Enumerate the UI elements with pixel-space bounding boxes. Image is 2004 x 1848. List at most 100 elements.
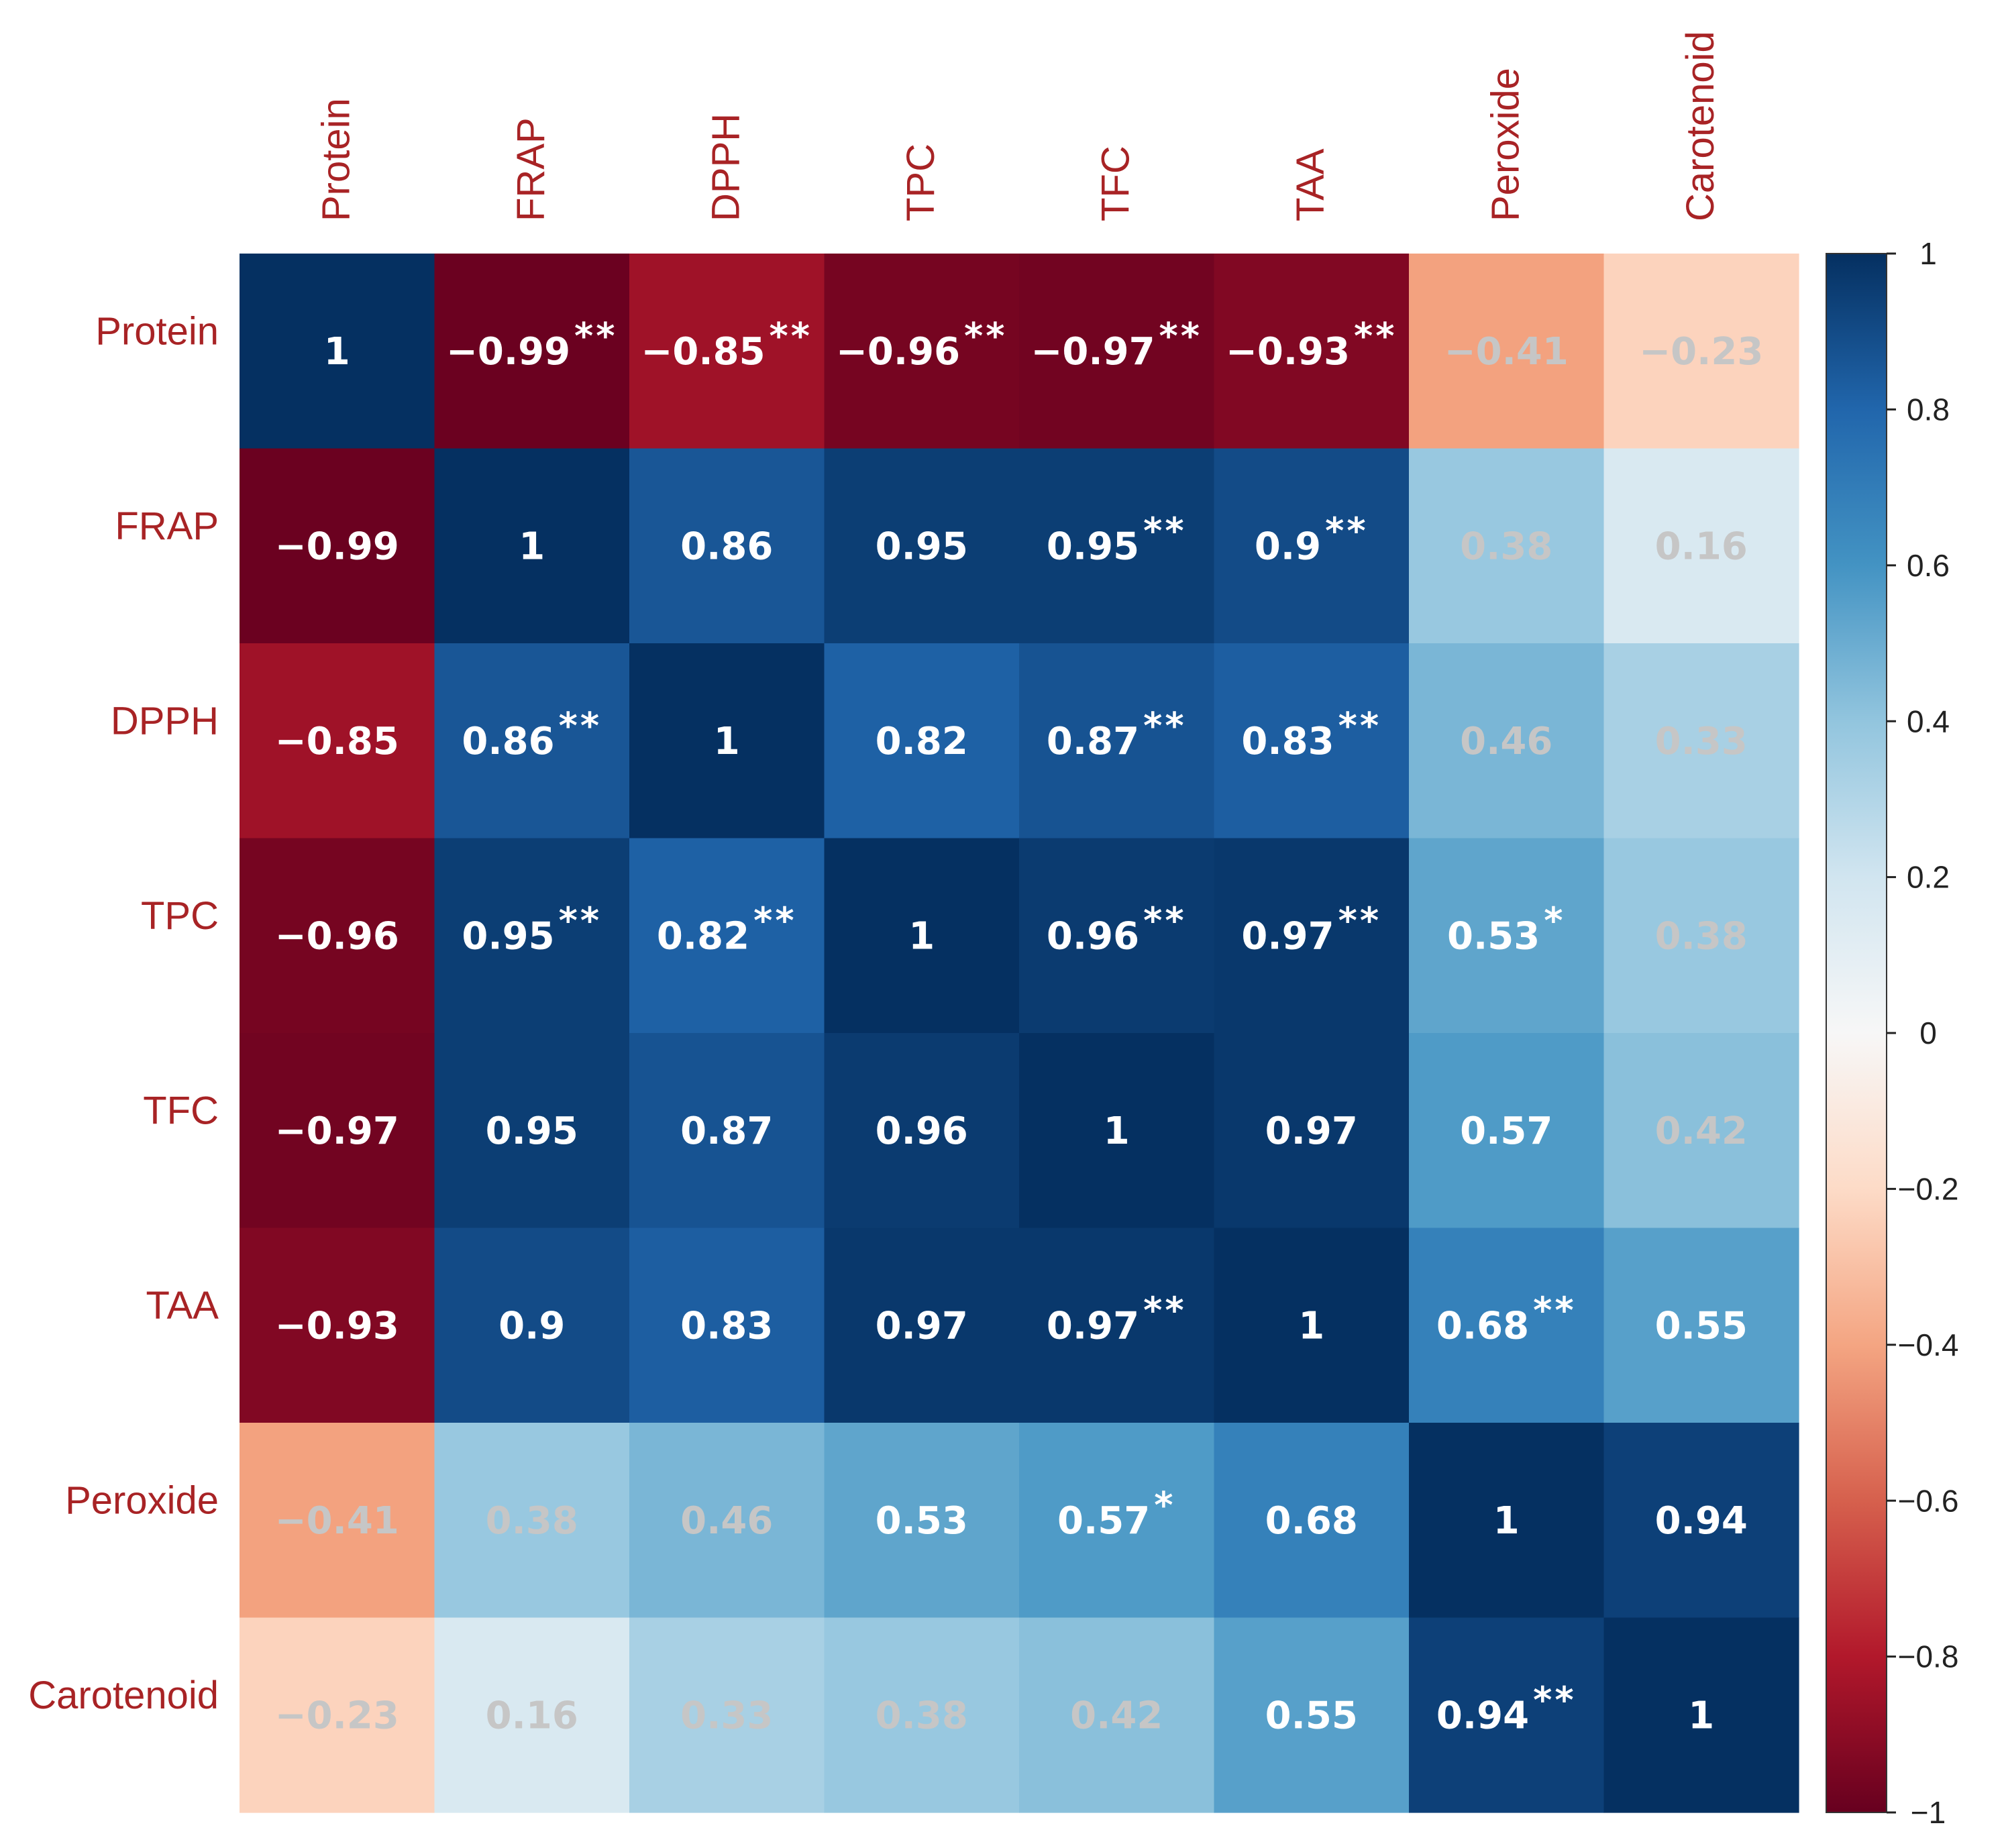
significance-stars: **	[1325, 510, 1368, 552]
colorbar-tick-label: 1	[1919, 236, 1937, 271]
heatmap-cell-dpph-peroxide	[1409, 643, 1605, 839]
cell-value-text: 1	[1493, 1499, 1520, 1543]
significance-stars: *	[1544, 900, 1565, 942]
cell-value-text: 0.86	[680, 525, 773, 568]
heatmap-cell-taa-tpc	[824, 1228, 1020, 1423]
significance-stars: **	[1159, 315, 1202, 357]
column-label-carotenoid: Carotenoid	[1679, 31, 1722, 221]
column-labels: Protein FRAP DPPH TPC TFC TAA Peroxide Caroteno…	[314, 31, 1722, 221]
cell-value-label: 0.97 **	[1047, 1289, 1187, 1348]
heatmap-cell-carotenoid-protein	[240, 1617, 435, 1813]
heatmap-cell-frap-taa	[1214, 448, 1410, 644]
cell-value-label: −0.93 **	[1226, 315, 1397, 374]
cell-value-text: 0.16	[1655, 525, 1748, 568]
cell-value-text: 0.9	[1255, 525, 1321, 568]
cell-value-label: 0.57 *	[1057, 1484, 1175, 1543]
colorbar-ticks: 1 0.8 0.6 0.4 0.2 0 −0.2 −0.4 −0.6 −0.8 −1	[1887, 236, 1958, 1830]
heatmap-cell-tfc-dpph	[629, 1033, 825, 1229]
significance-stars: **	[1143, 1289, 1186, 1331]
cell-value-label: 0.86	[680, 525, 773, 568]
heatmap-cell-frap-carotenoid	[1603, 448, 1799, 644]
cell-value-text: 0.68	[1265, 1499, 1358, 1543]
cell-value-text: 0.38	[486, 1499, 578, 1543]
cell-value-label: 0.38	[1460, 525, 1552, 568]
heatmap-cell-values: 1 −0.99 ** −0.85 ** −0.96 ** −0.97 ** −0.93 ** −0.4…	[275, 315, 1764, 1737]
cell-value-label: 0.38	[876, 1694, 968, 1737]
cell-value-text: 0.95	[1047, 525, 1139, 568]
cell-value-label: −0.97 **	[1031, 315, 1202, 374]
cell-value-text: −0.93	[1226, 330, 1350, 374]
cell-value-text: 1	[908, 914, 935, 958]
significance-stars: **	[1143, 704, 1186, 747]
row-labels: Protein FRAP DPPH TPC TFC TAA Peroxide Caroteno…	[28, 309, 219, 1717]
cell-value-label: −0.96	[275, 914, 399, 958]
row-label-tpc: TPC	[141, 894, 219, 938]
heatmap-cell-protein-carotenoid	[1603, 254, 1799, 449]
cell-value-label: 0.96	[876, 1109, 968, 1153]
cell-value-label: 0.53	[876, 1499, 968, 1543]
heatmap-cell-carotenoid-taa	[1214, 1617, 1410, 1813]
heatmap-cell-dpph-protein	[240, 643, 435, 839]
heatmap-cell-dpph-carotenoid	[1603, 643, 1799, 839]
colorbar-tick-label: 0.2	[1907, 860, 1950, 895]
cell-value-label: 1	[324, 330, 350, 374]
heatmap-cell-protein-tpc	[824, 254, 1020, 449]
cell-value-label: 0.82 **	[657, 900, 797, 959]
cell-value-text: −0.96	[836, 330, 960, 374]
significance-stars: **	[1354, 315, 1397, 357]
cell-value-text: 1	[1104, 1109, 1130, 1153]
significance-stars: **	[964, 315, 1007, 357]
cell-value-label: 0.87	[680, 1109, 773, 1153]
colorbar-tick-label: −0.8	[1898, 1639, 1959, 1674]
cell-value-label: 0.38	[1655, 914, 1748, 958]
cell-value-label: −0.23	[1639, 330, 1763, 374]
heatmap-cell-tpc-dpph	[629, 838, 825, 1034]
column-label-protein: Protein	[314, 98, 358, 221]
cell-value-label: −0.99	[275, 525, 399, 568]
cell-value-text: 0.82	[876, 720, 968, 763]
cell-value-label: −0.85	[275, 720, 399, 763]
cell-value-label: 0.87 **	[1047, 704, 1187, 763]
heatmap-cell-peroxide-tpc	[824, 1423, 1020, 1619]
cell-value-label: 0.33	[1655, 720, 1748, 763]
cell-value-label: 0.94	[1655, 1499, 1748, 1543]
heatmap-cell-protein-protein	[240, 254, 435, 449]
cell-value-label: 0.95 **	[462, 900, 602, 959]
heatmap-cell-carotenoid-frap	[434, 1617, 630, 1813]
cell-value-label: 1	[1688, 1694, 1714, 1737]
cell-value-label: 0.97 **	[1241, 900, 1381, 959]
cell-value-text: 0.42	[1070, 1694, 1163, 1737]
heatmap-cell-frap-protein	[240, 448, 435, 644]
row-label-peroxide: Peroxide	[65, 1478, 219, 1522]
row-label-carotenoid: Carotenoid	[28, 1674, 219, 1717]
cell-value-text: 0.42	[1655, 1109, 1748, 1153]
cell-value-text: 0.96	[876, 1109, 968, 1153]
heatmap-cell-carotenoid-tfc	[1019, 1617, 1215, 1813]
cell-value-label: 0.9	[498, 1304, 565, 1348]
heatmap-cell-protein-taa	[1214, 254, 1410, 449]
heatmap-cell-peroxide-carotenoid	[1603, 1423, 1799, 1619]
cell-value-label: −0.23	[275, 1694, 399, 1737]
cell-value-text: 1	[1688, 1694, 1714, 1737]
heatmap-cell-carotenoid-dpph	[629, 1617, 825, 1813]
cell-value-text: 0.9	[498, 1304, 565, 1348]
heatmap-cell-dpph-tfc	[1019, 643, 1215, 839]
cell-value-text: 0.95	[462, 914, 554, 958]
heatmap-cell-protein-dpph	[629, 254, 825, 449]
cell-value-text: 0.86	[462, 720, 554, 763]
heatmap-cell-tpc-frap	[434, 838, 630, 1034]
significance-stars: **	[1533, 1679, 1576, 1721]
heatmap-cell-tpc-tpc	[824, 838, 1020, 1034]
cell-value-text: 0.46	[680, 1499, 773, 1543]
cell-value-text: 1	[519, 525, 545, 568]
heatmap-cell-protein-peroxide	[1409, 254, 1605, 449]
cell-value-text: −0.93	[275, 1304, 399, 1348]
cell-value-text: −0.99	[275, 525, 399, 568]
cell-value-label: −0.93	[275, 1304, 399, 1348]
heatmap-cell-protein-frap	[434, 254, 630, 449]
heatmap-cell-tfc-peroxide	[1409, 1033, 1605, 1229]
cell-value-label: 0.38	[486, 1499, 578, 1543]
significance-stars: **	[770, 315, 812, 357]
cell-value-label: 0.96 **	[1047, 900, 1187, 959]
